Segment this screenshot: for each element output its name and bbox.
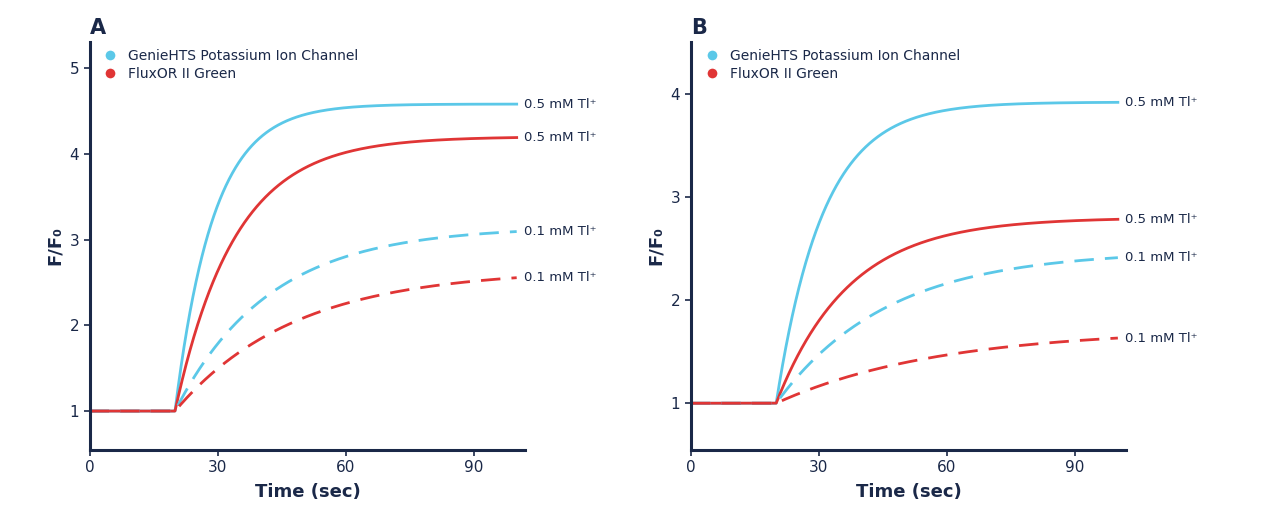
Text: B: B [691,18,707,38]
Y-axis label: F/F₀: F/F₀ [46,226,64,266]
Text: 0.5 mM Tl⁺: 0.5 mM Tl⁺ [524,98,596,111]
Text: 0.1 mM Tl⁺: 0.1 mM Tl⁺ [1125,332,1197,344]
Text: 0.1 mM Tl⁺: 0.1 mM Tl⁺ [524,225,596,238]
X-axis label: Time (sec): Time (sec) [255,484,360,501]
Y-axis label: F/F₀: F/F₀ [648,226,666,266]
Text: 0.5 mM Tl⁺: 0.5 mM Tl⁺ [1125,96,1197,109]
Text: A: A [90,18,106,38]
Text: 0.1 mM Tl⁺: 0.1 mM Tl⁺ [1125,251,1197,264]
Text: 0.5 mM Tl⁺: 0.5 mM Tl⁺ [1125,213,1197,226]
Legend: GenieHTS Potassium Ion Channel, FluxOR II Green: GenieHTS Potassium Ion Channel, FluxOR I… [96,49,358,81]
Text: 0.1 mM Tl⁺: 0.1 mM Tl⁺ [524,271,596,284]
Text: 0.5 mM Tl⁺: 0.5 mM Tl⁺ [524,131,596,144]
X-axis label: Time (sec): Time (sec) [856,484,961,501]
Legend: GenieHTS Potassium Ion Channel, FluxOR II Green: GenieHTS Potassium Ion Channel, FluxOR I… [698,49,960,81]
